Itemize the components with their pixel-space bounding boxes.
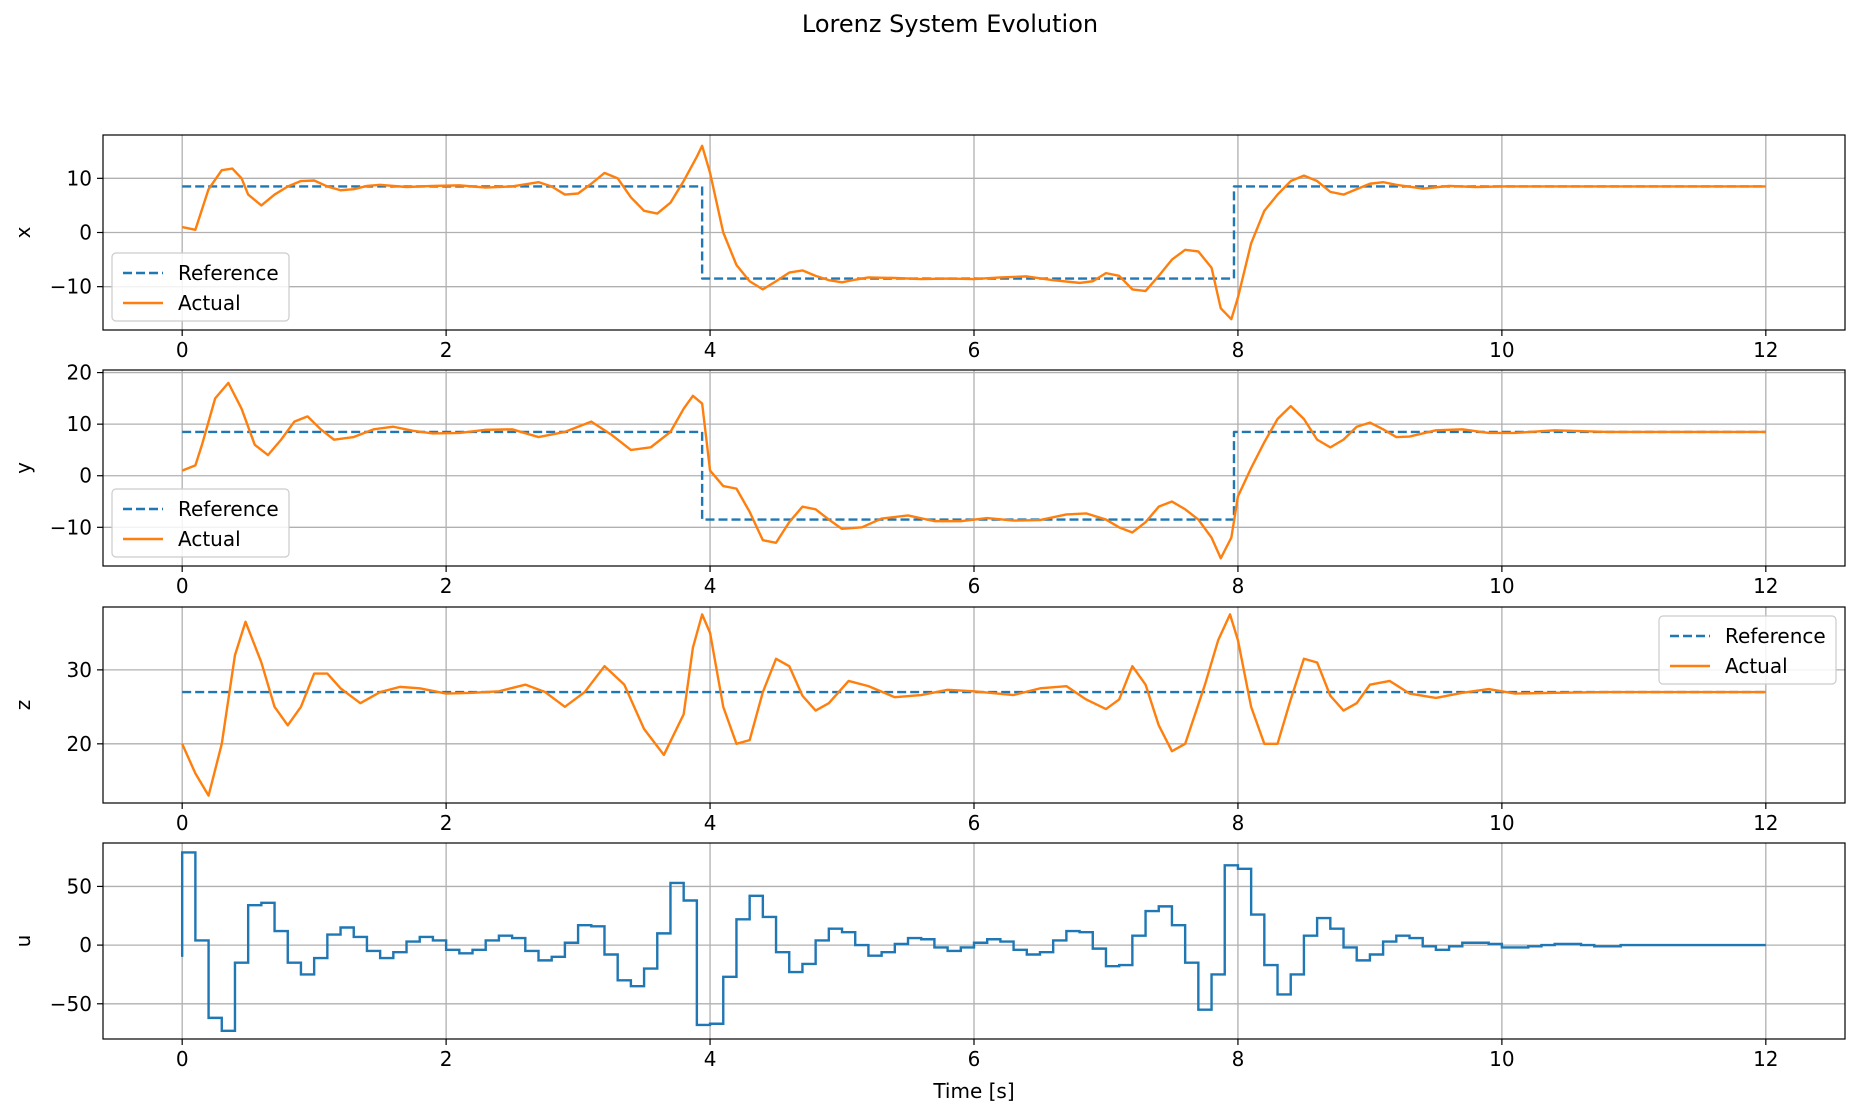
y-tick-label: 30: [67, 658, 92, 682]
x-tick-label: 0: [176, 1047, 189, 1071]
legend-label-actual: Actual: [1725, 654, 1788, 678]
y-tick-label: 20: [67, 361, 92, 385]
y-axis-label: y: [11, 462, 35, 474]
x-tick-label: 2: [440, 338, 453, 362]
legend-label-actual: Actual: [178, 527, 241, 551]
y-tick-label: 0: [79, 221, 92, 245]
y-tick-label: −50: [50, 992, 92, 1016]
x-tick-label: 10: [1489, 338, 1514, 362]
legend: Reference Actual: [1658, 615, 1837, 685]
figure-title: Lorenz System Evolution: [802, 10, 1098, 38]
legend: Reference Actual: [111, 252, 290, 322]
x-tick-label: 12: [1753, 1047, 1778, 1071]
subplot-z: 0 2 4 6 8 10 12 20 30 z Reference Actual: [11, 606, 1846, 835]
x-tick-label: 4: [704, 1047, 717, 1071]
x-tick-label: 4: [704, 574, 717, 598]
y-tick-label: 20: [67, 732, 92, 756]
legend-label-reference: Reference: [178, 261, 279, 285]
x-tick-label: 6: [968, 811, 981, 835]
x-tick-label: 8: [1232, 811, 1245, 835]
x-tick-label: 4: [704, 811, 717, 835]
x-tick-label: 12: [1753, 574, 1778, 598]
x-tick-label: 2: [440, 811, 453, 835]
series-line-control: [180, 851, 1766, 1032]
x-tick-label: 10: [1489, 574, 1514, 598]
x-tick-label: 6: [968, 338, 981, 362]
y-tick-label: −10: [50, 515, 92, 539]
y-axis-label: x: [11, 226, 35, 238]
x-axis-label: Time [s]: [932, 1079, 1014, 1103]
x-tick-label: 0: [176, 811, 189, 835]
y-axis-label: z: [11, 700, 35, 711]
y-tick-label: 0: [79, 464, 92, 488]
plot-area: [181, 381, 1766, 560]
plot-area: [181, 613, 1766, 797]
y-tick-label: 10: [67, 412, 92, 436]
legend-label-actual: Actual: [178, 291, 241, 315]
x-tick-label: 2: [440, 1047, 453, 1071]
legend-label-reference: Reference: [1725, 624, 1826, 648]
subplot-panels: 0 2 4 6 8 10 12 −10 0 10 x Reference Actual 0 2 4 6 8 10 12…: [11, 134, 1846, 1103]
x-tick-label: 2: [440, 574, 453, 598]
x-tick-label: 8: [1232, 1047, 1245, 1071]
x-tick-label: 10: [1489, 1047, 1514, 1071]
legend: Reference Actual: [111, 488, 290, 558]
x-tick-label: 6: [968, 1047, 981, 1071]
subplot-u: 0 2 4 6 8 10 12 −50 0 50 u Time [s]: [11, 842, 1846, 1103]
x-tick-label: 10: [1489, 811, 1514, 835]
y-tick-label: 0: [79, 933, 92, 957]
subplot-x: 0 2 4 6 8 10 12 −10 0 10 x Reference Actual: [11, 134, 1846, 362]
y-tick-label: −10: [50, 275, 92, 299]
x-tick-label: 4: [704, 338, 717, 362]
x-tick-label: 0: [176, 338, 189, 362]
series-line-actual: [181, 381, 1766, 560]
plot-area: [181, 144, 1766, 321]
y-tick-label: 50: [67, 874, 92, 898]
x-tick-label: 8: [1232, 338, 1245, 362]
x-tick-label: 8: [1232, 574, 1245, 598]
plot-area: [180, 851, 1766, 1032]
x-tick-label: 12: [1753, 811, 1778, 835]
y-tick-label: 10: [67, 166, 92, 190]
series-line-actual: [181, 144, 1766, 321]
x-tick-label: 0: [176, 574, 189, 598]
y-axis-label: u: [11, 935, 35, 948]
subplot-y: 0 2 4 6 8 10 12 −10 0 10 20 y Reference Actual: [11, 361, 1846, 598]
series-line-actual: [181, 613, 1766, 797]
legend-label-reference: Reference: [178, 497, 279, 521]
x-tick-label: 12: [1753, 338, 1778, 362]
x-tick-label: 6: [968, 574, 981, 598]
